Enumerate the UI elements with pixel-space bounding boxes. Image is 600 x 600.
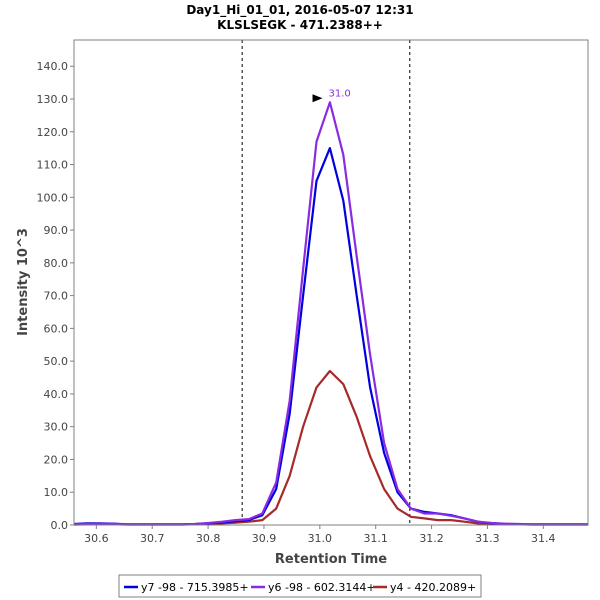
y-tick-label: 90.0	[44, 224, 69, 237]
y-tick-label: 140.0	[37, 60, 69, 73]
y-tick-label: 20.0	[44, 453, 69, 466]
legend-box	[118, 574, 482, 598]
x-tick-label: 30.9	[252, 532, 277, 545]
x-tick-label: 31.2	[419, 532, 444, 545]
y-tick-label: 0.0	[51, 519, 69, 532]
y-axis-label: Intensity 10^3	[16, 228, 31, 336]
y-tick-label: 50.0	[44, 355, 69, 368]
series-line-1	[73, 101, 588, 526]
x-tick-label: 30.8	[196, 532, 221, 545]
x-tick-label: 31.3	[475, 532, 500, 545]
y-tick-label: 80.0	[44, 257, 69, 270]
y-tick-label: 120.0	[37, 126, 69, 139]
x-tick-label: 30.6	[84, 532, 109, 545]
x-tick-label: 31.4	[531, 532, 556, 545]
apex-marker-icon	[312, 94, 323, 103]
apex-label: 31.0	[329, 88, 351, 99]
chart-title: Day1_Hi_01_01, 2016-05-07 12:31	[186, 3, 413, 18]
y-tick-label: 110.0	[37, 159, 69, 172]
legend: y7 -98 - 715.3985+ y6 -98 - 602.3144+ y4…	[118, 574, 482, 598]
x-tick-label: 31.1	[363, 532, 388, 545]
legend-label-y6: y6 -98 - 602.3144+	[268, 581, 376, 594]
y-tick-label: 130.0	[37, 93, 69, 106]
y-tick-label: 100.0	[37, 191, 69, 204]
x-tick-label: 31.0	[308, 532, 333, 545]
plot-area	[73, 39, 589, 526]
y-tick-label: 70.0	[44, 290, 69, 303]
x-tick-label: 30.7	[140, 532, 165, 545]
y-tick-label: 30.0	[44, 421, 69, 434]
chart-subtitle: KLSLSEGK - 471.2388++	[217, 18, 383, 32]
legend-label-y7: y7 -98 - 715.3985+	[141, 581, 249, 594]
y-tick-label: 40.0	[44, 388, 69, 401]
legend-label-y4: y4 - 420.2089+	[390, 581, 476, 594]
y-tick-label: 60.0	[44, 322, 69, 335]
x-axis-label: Retention Time	[275, 552, 387, 567]
y-tick-label: 10.0	[44, 486, 69, 499]
